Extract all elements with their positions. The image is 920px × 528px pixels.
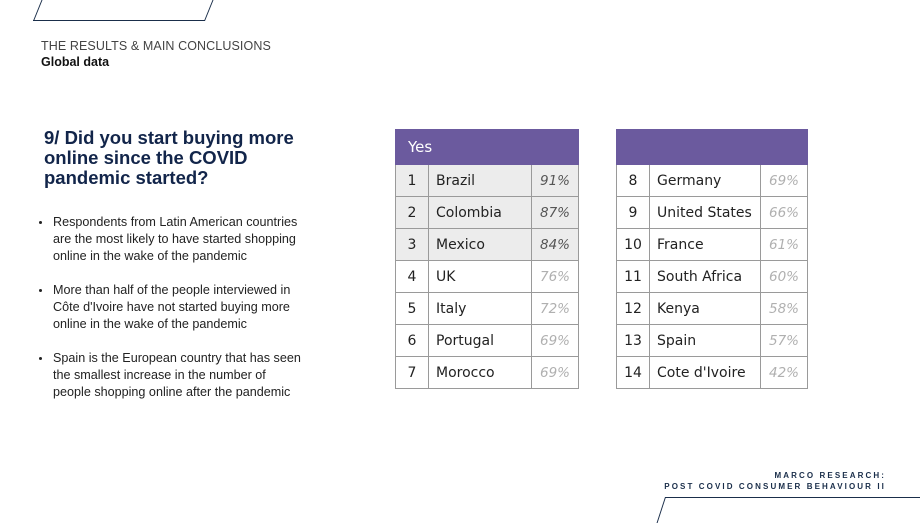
table-row: 7 Morocco 69% bbox=[395, 356, 579, 389]
ranking-table-right: 8 Germany 69% 9 United States 66% 10 France 61… bbox=[616, 129, 808, 389]
country-cell: Morocco bbox=[428, 356, 532, 389]
percent-cell: 84% bbox=[531, 228, 579, 261]
country-cell: UK bbox=[428, 260, 532, 293]
country-cell: Germany bbox=[649, 164, 761, 197]
rank-cell: 7 bbox=[395, 356, 429, 389]
table-row: 2 Colombia 87% bbox=[395, 196, 579, 229]
percent-cell: 69% bbox=[531, 324, 579, 357]
percent-cell: 57% bbox=[760, 324, 808, 357]
rank-cell: 10 bbox=[616, 228, 650, 261]
table-row: 9 United States 66% bbox=[616, 196, 808, 229]
percent-cell: 69% bbox=[760, 164, 808, 197]
country-cell: Italy bbox=[428, 292, 532, 325]
bullet-icon bbox=[39, 357, 42, 360]
percent-cell: 58% bbox=[760, 292, 808, 325]
rank-cell: 4 bbox=[395, 260, 429, 293]
finding-text: More than half of the people interviewed… bbox=[53, 283, 291, 331]
rank-cell: 12 bbox=[616, 292, 650, 325]
bullet-icon bbox=[39, 289, 42, 292]
table-row: 13 Spain 57% bbox=[616, 324, 808, 357]
footer-line-2: POST COVID CONSUMER BEHAVIOUR II bbox=[664, 482, 886, 491]
percent-cell: 60% bbox=[760, 260, 808, 293]
rank-cell: 6 bbox=[395, 324, 429, 357]
rank-cell: 13 bbox=[616, 324, 650, 357]
ranking-table-left: Yes 1 Brazil 91% 2 Colombia 87% 3 Mexico 84% 4… bbox=[395, 129, 579, 389]
country-cell: Colombia bbox=[428, 196, 532, 229]
finding-item: More than half of the people interviewed… bbox=[38, 282, 303, 333]
table-header bbox=[616, 129, 808, 165]
percent-cell: 91% bbox=[531, 164, 579, 197]
table-row: 4 UK 76% bbox=[395, 260, 579, 293]
rank-cell: 8 bbox=[616, 164, 650, 197]
country-cell: Mexico bbox=[428, 228, 532, 261]
table-row: 5 Italy 72% bbox=[395, 292, 579, 325]
rank-cell: 2 bbox=[395, 196, 429, 229]
table-header-row: Yes bbox=[395, 129, 579, 165]
finding-item: Spain is the European country that has s… bbox=[38, 350, 303, 401]
percent-cell: 87% bbox=[531, 196, 579, 229]
table-row: 3 Mexico 84% bbox=[395, 228, 579, 261]
rank-cell: 3 bbox=[395, 228, 429, 261]
percent-cell: 69% bbox=[531, 356, 579, 389]
country-cell: South Africa bbox=[649, 260, 761, 293]
question-heading: 9/ Did you start buying more online sinc… bbox=[44, 127, 294, 188]
section-title: THE RESULTS & MAIN CONCLUSIONS bbox=[41, 39, 271, 53]
finding-text: Spain is the European country that has s… bbox=[53, 351, 301, 399]
finding-text: Respondents from Latin American countrie… bbox=[53, 215, 298, 263]
country-cell: Spain bbox=[649, 324, 761, 357]
percent-cell: 61% bbox=[760, 228, 808, 261]
rank-cell: 5 bbox=[395, 292, 429, 325]
table-row: 6 Portugal 69% bbox=[395, 324, 579, 357]
rank-cell: 11 bbox=[616, 260, 650, 293]
percent-cell: 66% bbox=[760, 196, 808, 229]
bullet-icon bbox=[39, 221, 42, 224]
country-cell: Portugal bbox=[428, 324, 532, 357]
footer-branding: MARCO RESEARCH: POST COVID CONSUMER BEHA… bbox=[664, 470, 886, 492]
country-cell: France bbox=[649, 228, 761, 261]
table-row: 14 Cote d'Ivoire 42% bbox=[616, 356, 808, 389]
rank-cell: 9 bbox=[616, 196, 650, 229]
section-subtitle: Global data bbox=[41, 55, 110, 69]
table-row: 1 Brazil 91% bbox=[395, 164, 579, 197]
bottom-decoration-frame bbox=[665, 497, 920, 528]
table-row: 8 Germany 69% bbox=[616, 164, 808, 197]
footer-line-1: MARCO RESEARCH: bbox=[774, 471, 886, 480]
table-header: Yes bbox=[395, 129, 579, 165]
top-decoration-frame bbox=[33, 0, 205, 21]
percent-cell: 42% bbox=[760, 356, 808, 389]
table-header-row bbox=[616, 129, 808, 165]
rank-cell: 1 bbox=[395, 164, 429, 197]
country-cell: Cote d'Ivoire bbox=[649, 356, 761, 389]
finding-item: Respondents from Latin American countrie… bbox=[38, 214, 303, 265]
table-row: 11 South Africa 60% bbox=[616, 260, 808, 293]
percent-cell: 72% bbox=[531, 292, 579, 325]
country-cell: Brazil bbox=[428, 164, 532, 197]
percent-cell: 76% bbox=[531, 260, 579, 293]
country-cell: United States bbox=[649, 196, 761, 229]
table-row: 12 Kenya 58% bbox=[616, 292, 808, 325]
country-cell: Kenya bbox=[649, 292, 761, 325]
rank-cell: 14 bbox=[616, 356, 650, 389]
table-row: 10 France 61% bbox=[616, 228, 808, 261]
findings-list: Respondents from Latin American countrie… bbox=[38, 214, 303, 418]
